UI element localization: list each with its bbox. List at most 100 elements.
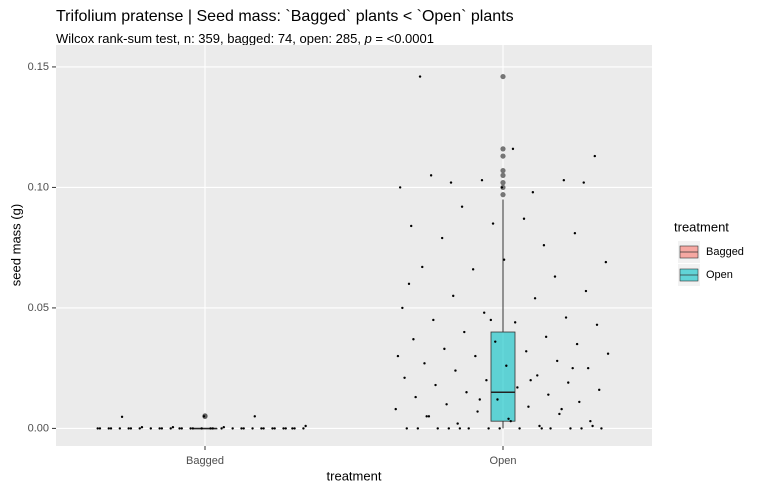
jitter-point (586, 366, 590, 370)
jitter-point (533, 297, 537, 300)
jitter-point (171, 426, 175, 429)
subtitle-text: p (364, 31, 372, 46)
jitter-point (127, 427, 130, 430)
jitter-point (487, 427, 490, 430)
jitter-point (414, 395, 417, 399)
x-axis-label: treatment (327, 468, 382, 483)
jitter-point (482, 311, 486, 314)
jitter-point (423, 362, 426, 365)
outlier (500, 73, 506, 80)
jitter-point (418, 75, 422, 78)
subtitle-text: Wilcox rank-sum test, n: 359, bagged: 74… (56, 31, 365, 46)
jitter-point (284, 427, 287, 430)
jitter-point (509, 419, 512, 423)
jitter-point (436, 427, 439, 430)
jitter-point (425, 415, 428, 418)
y-tick-label: 0.00 (28, 422, 49, 434)
jitter-point (529, 379, 532, 382)
jitter-point (398, 186, 402, 189)
jitter-point (562, 178, 566, 182)
jitter-point (273, 427, 276, 430)
jitter-point (202, 415, 206, 418)
y-tick-label: 0.10 (28, 181, 49, 193)
outlier (500, 153, 506, 159)
jitter-point (505, 364, 508, 367)
jitter-point (465, 391, 468, 394)
x-tick-label: Bagged (186, 455, 224, 467)
jitter-point (191, 427, 195, 430)
jitter-point (200, 427, 203, 430)
jitter-point (447, 427, 451, 430)
jitter-point (474, 354, 477, 358)
jitter-point (580, 427, 583, 430)
jitter-point (560, 407, 563, 411)
jitter-point (405, 427, 408, 430)
jitter-point (158, 427, 161, 430)
jitter-point (96, 427, 99, 430)
jitter-point (120, 415, 124, 419)
panel (56, 45, 652, 446)
jitter-point (542, 244, 546, 247)
jitter-point (107, 427, 110, 430)
jitter-point (606, 352, 610, 355)
jitter-point (118, 427, 122, 430)
jitter-point (231, 427, 234, 430)
jitter-point (589, 419, 592, 423)
jitter-point (547, 393, 550, 396)
jitter-point (429, 174, 433, 177)
y-tick-label: 0.05 (28, 302, 49, 314)
jitter-point (98, 427, 102, 430)
jitter-point (209, 427, 212, 430)
jitter-point (421, 265, 424, 269)
outlier (500, 167, 506, 174)
jitter-point (460, 205, 464, 208)
jitter-point (407, 282, 411, 286)
jitter-point (491, 222, 495, 225)
jitter-point (129, 427, 133, 430)
jitter-point (496, 398, 499, 401)
jitter-point (549, 427, 552, 430)
jitter-point (489, 318, 493, 322)
jitter-point (522, 217, 526, 220)
legend-title: treatment (674, 219, 729, 234)
y-axis-label: seed mass (g) (8, 204, 23, 286)
jitter-point (253, 415, 256, 418)
jitter-point (516, 386, 519, 389)
jitter-point (507, 417, 510, 420)
jitter-point (458, 427, 462, 430)
chart-subtitle: Wilcox rank-sum test, n: 359, bagged: 74… (56, 31, 434, 46)
legend-label: Bagged (706, 246, 744, 258)
jitter-point (567, 381, 570, 384)
jitter-point (140, 426, 144, 429)
box (490, 331, 516, 422)
chart-title: Trifolium pratense | Seed mass: `Bagged`… (56, 8, 514, 25)
jitter-point (396, 354, 400, 358)
jitter-point (511, 147, 515, 151)
jitter-point (569, 427, 572, 430)
jitter-point (169, 427, 172, 430)
jitter-point (555, 359, 559, 363)
jitter-point (485, 379, 488, 382)
jitter-point (282, 427, 285, 430)
jitter-point (456, 422, 459, 425)
x-tick-label: Open (490, 455, 517, 467)
jitter-point (440, 236, 444, 240)
jitter-point (494, 340, 497, 343)
jitter-point (304, 424, 307, 428)
jitter-point (513, 321, 517, 324)
jitter-point (600, 427, 603, 430)
jitter-point (220, 427, 223, 430)
jitter-point (434, 383, 437, 387)
jitter-point (538, 424, 541, 428)
outlier (500, 146, 506, 152)
jitter-point (109, 427, 113, 430)
jitter-point (149, 427, 153, 430)
jitter-point (498, 427, 501, 430)
jitter-point (502, 258, 506, 261)
jitter-point (518, 427, 521, 430)
jitter-point (536, 374, 539, 377)
y-tick-label: 0.15 (28, 61, 49, 73)
jitter-point (291, 427, 294, 430)
jitter-point (452, 294, 455, 298)
